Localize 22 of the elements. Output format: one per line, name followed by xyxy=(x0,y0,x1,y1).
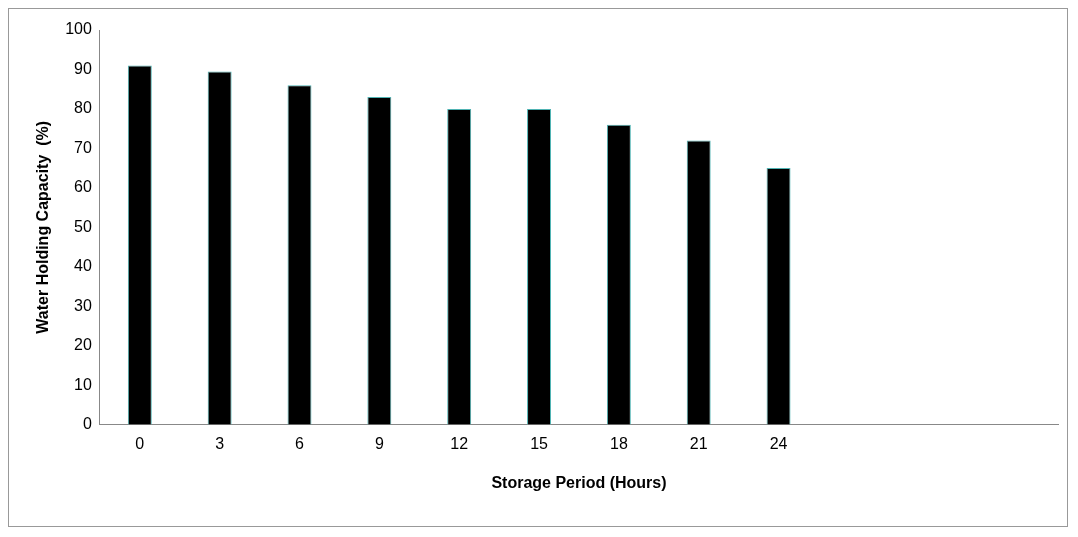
y-tick-label: 100 xyxy=(65,20,92,38)
x-tick-label: 15 xyxy=(530,434,549,452)
y-tick-label: 90 xyxy=(74,59,92,77)
y-tick-label: 60 xyxy=(74,178,92,196)
x-tick-label: 3 xyxy=(215,434,225,452)
x-tick-label: 18 xyxy=(609,434,628,452)
x-tick-label: 9 xyxy=(374,434,384,452)
y-tick-label: 20 xyxy=(74,336,92,354)
x-tick-label: 0 xyxy=(135,434,145,452)
x-tick-label: 6 xyxy=(295,434,305,452)
x-tick-label: 12 xyxy=(450,434,469,452)
y-tick-label: 70 xyxy=(74,138,92,156)
y-tick-label: 10 xyxy=(74,375,92,393)
x-tick-label: 21 xyxy=(689,434,708,452)
x-tick-label: 24 xyxy=(769,434,788,452)
y-axis-title: Water Holding Capacity (%) xyxy=(34,120,52,334)
y-tick-label: 40 xyxy=(74,257,92,275)
x-axis-title: Storage Period (Hours) xyxy=(491,473,667,491)
y-tick-label: 30 xyxy=(74,296,92,314)
y-tick-label: 50 xyxy=(74,217,92,235)
y-tick-label: 80 xyxy=(74,99,92,117)
y-tick-label: 0 xyxy=(82,415,92,433)
